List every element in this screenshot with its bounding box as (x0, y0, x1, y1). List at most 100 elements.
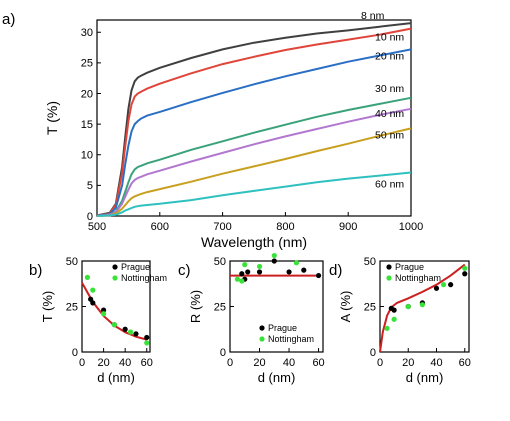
panel-a-y-tick-label: 15 (81, 119, 93, 131)
panel-d-point-prague (433, 285, 440, 291)
panel-c-point-prague (239, 271, 245, 277)
spectrum-line-30nm (96, 96, 412, 217)
panel-d-point-prague (462, 271, 468, 277)
spectrum-line-60nm (96, 171, 412, 217)
panel-c-point-nottingham (293, 260, 300, 266)
panel-a-y-tick-label: 0 (87, 211, 93, 223)
panel-a-y-tick-label: 20 (81, 88, 93, 100)
panel-c-point-prague (301, 267, 307, 273)
panel-b-y-axis-label: T (%) (40, 291, 55, 323)
panel-b-x-axis-label: d (nm) (97, 370, 135, 385)
panel-d-point-nottingham (462, 265, 468, 271)
panel-d-x-tick-label: 20 (402, 357, 414, 369)
panel-d-legend-label-nottingham: Nottingham (395, 273, 441, 283)
panel-b-transmittance-vs-thickness: b) 0 20 40 60 0 25 50 d (nm) T (%) PragueNottingh… (29, 256, 167, 385)
panel-c-x-tick-label: 60 (312, 357, 324, 369)
spectrum-label-20nm: 20 nm (375, 50, 404, 62)
panel-a-y-tick-label: 25 (81, 58, 93, 70)
panel-b-legend-marker-prague (112, 264, 118, 270)
panel-d-legend-label-prague: Prague (395, 262, 424, 272)
panel-a-x-tick-label: 1000 (399, 221, 423, 233)
panel-d-x-tick-label: 40 (430, 357, 442, 369)
panel-c-legend-label-prague: Prague (268, 323, 297, 333)
panel-a-y-tick-label: 30 (81, 27, 93, 39)
panel-c-point-nottingham (234, 276, 240, 282)
panel-c-legend-marker-prague (259, 325, 265, 331)
panel-a-y-axis-label: T (%) (44, 101, 60, 135)
spectrum-line-40nm (96, 107, 412, 217)
panel-c-x-axis-label: d (nm) (258, 370, 296, 385)
panel-d-y-tick-label: 50 (364, 256, 376, 268)
panel-d-y-tick-label: 25 (364, 301, 376, 313)
panel-c-y-tick-label: 50 (214, 256, 226, 268)
panel-d-x-axis-label: d (nm) (406, 370, 444, 385)
panel-b-legend-label-nottingham: Nottingham (121, 273, 167, 283)
panel-c-x-tick-label: 20 (253, 357, 265, 369)
panel-c-point-nottingham (239, 278, 245, 284)
panel-b-point-prague (100, 307, 107, 313)
panel-c-legend-marker-nottingham (259, 336, 265, 342)
spectrum-label-30nm: 30 nm (375, 83, 404, 95)
panel-c-point-prague (286, 269, 292, 275)
panel-d-point-nottingham (440, 282, 447, 288)
panel-a-y-tick-label: 10 (81, 150, 93, 162)
panel-c-point-nottingham (242, 262, 248, 268)
panel-a-label: a) (2, 11, 15, 28)
panel-d-label: d) (329, 262, 342, 279)
panel-a-x-tick-label: 900 (339, 221, 357, 233)
panel-b-x-tick-label: 40 (119, 357, 131, 369)
panel-d-absorbance-vs-thickness: d) 0 20 40 60 0 25 50 d (nm) A (%) PragueNottingh… (329, 256, 471, 385)
panel-b-point-prague (133, 331, 139, 337)
panel-c-label: c) (178, 262, 191, 279)
panel-c-point-nottingham (271, 252, 277, 259)
panel-b-legend-marker-nottingham (112, 275, 118, 281)
spectrum-label-40nm: 40 nm (375, 108, 404, 120)
panel-d-point-prague (391, 307, 397, 313)
panel-d-point-nottingham (384, 325, 390, 331)
spectrum-line-50nm (96, 127, 412, 217)
panel-b-label: b) (29, 262, 42, 279)
panel-d-point-nottingham (405, 303, 411, 310)
panel-b-point-nottingham (127, 329, 134, 335)
panel-c-y-tick-label: 25 (214, 301, 226, 313)
panel-b-point-nottingham (84, 274, 90, 280)
panel-c-x-tick-label: 0 (227, 357, 233, 369)
spectrum-label-50nm: 50 nm (375, 129, 404, 141)
panel-d-x-tick-label: 0 (377, 357, 383, 369)
panel-a-plot-frame (96, 19, 412, 217)
panel-b-x-tick-label: 60 (141, 357, 153, 369)
panel-a-transmittance-spectra: a) 500 600 700 800 900 1000 0 5 10 15 20 25 30 Wavele… (2, 10, 423, 250)
spectrum-label-60nm: 60 nm (375, 179, 404, 191)
panel-a-x-tick-label: 600 (151, 221, 169, 233)
panel-c-point-prague (245, 269, 251, 275)
panel-a-x-tick-label: 500 (88, 221, 106, 233)
panel-c-y-tick-label: 0 (220, 347, 226, 359)
panel-c-point-prague (271, 258, 277, 264)
panel-d-y-tick-label: 0 (370, 347, 376, 359)
panel-d-point-nottingham (391, 316, 397, 322)
panel-b-point-nottingham (90, 287, 96, 293)
panel-d-point-nottingham (419, 302, 425, 308)
panel-c-point-prague (256, 269, 263, 275)
panel-b-x-tick-label: 20 (97, 357, 109, 369)
panel-d-legend-marker-nottingham (386, 275, 392, 281)
panel-c-x-tick-label: 40 (283, 357, 295, 369)
panel-d-fit-line (379, 263, 466, 353)
panel-c-legend-label-nottingham: Nottingham (268, 334, 314, 344)
panel-b-x-tick-label: 0 (79, 357, 85, 369)
panel-a-y-tick-label: 5 (87, 180, 93, 192)
panel-d-point-prague (448, 282, 454, 288)
panel-a-x-tick-label: 800 (276, 221, 294, 233)
panel-c-reflectance-vs-thickness: c) 0 20 40 60 0 25 50 d (nm) R (%) PragueNottingh… (178, 252, 325, 385)
panel-b-y-tick-label: 50 (66, 256, 78, 268)
spectrum-label-8nm: 8 nm (361, 10, 385, 22)
panel-d-y-axis-label: A (%) (338, 291, 353, 323)
spectrum-line-20nm (96, 48, 412, 217)
panel-a-x-tick-label: 700 (213, 221, 231, 233)
panel-b-legend-label-prague: Prague (121, 262, 150, 272)
panel-b-point-nottingham (144, 340, 150, 346)
panel-b-y-tick-label: 25 (66, 301, 78, 313)
spectrum-line-10nm (96, 27, 412, 217)
panel-b-point-prague (144, 334, 150, 341)
